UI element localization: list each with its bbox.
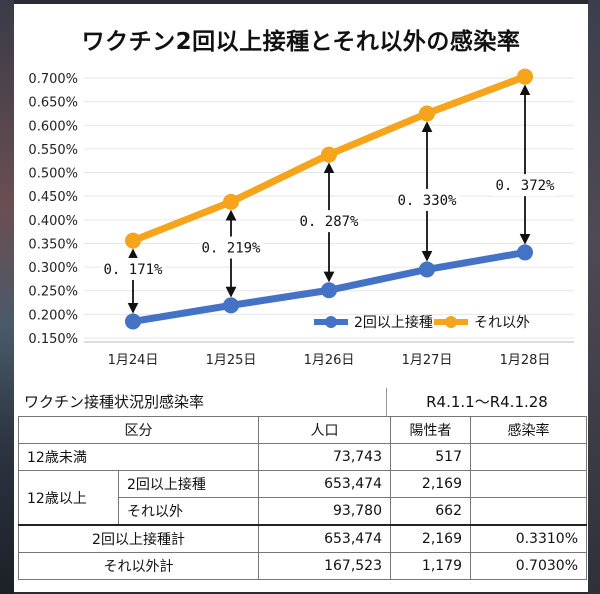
header-rate: 感染率 (470, 416, 587, 444)
row-label: それ以外 (118, 497, 259, 526)
row-label: 2回以上接種計 (18, 524, 259, 553)
x-tick-label: 1月25日 (206, 353, 257, 368)
table-caption: ワクチン接種状況別感染率 (24, 393, 205, 411)
cell-positive: 2,169 (390, 470, 471, 498)
difference-label-bg (101, 257, 165, 280)
x-axis-ticks: 1月24日 1月25日 1月26日 1月27日 1月28日 (108, 353, 551, 368)
y-tick-label: 0.200% (28, 308, 78, 323)
y-tick-label: 0.700% (28, 72, 78, 87)
legend-label: 2回以上接種 (354, 314, 433, 331)
infection-rate-table: 区分 人口 陽性者 感染率 12歳未満 73,743 517 12歳以上 2回以… (18, 416, 587, 580)
y-tick-label: 0.450% (28, 190, 78, 205)
data-point (321, 146, 337, 163)
cell-rate: 0.3310% (470, 524, 587, 553)
data-point (125, 313, 141, 330)
difference-label-bg (199, 236, 263, 259)
y-tick-label: 0.150% (28, 332, 78, 347)
y-tick-label: 0.250% (28, 285, 78, 300)
cell-rate (470, 497, 587, 526)
y-tick-label: 0.350% (28, 237, 78, 252)
background-left-strip (0, 0, 14, 594)
line-chart: 0.150% 0.200% 0.250% 0.300% 0.350% 0.400% 0.45… (28, 68, 574, 368)
row-label: 2回以上接種 (118, 470, 259, 498)
y-axis-ticks: 0.150% 0.200% 0.250% 0.300% 0.350% 0.400% 0.45… (28, 72, 78, 347)
difference-label: 0. 287% (299, 214, 359, 230)
y-tick-label: 0.650% (28, 96, 78, 111)
cell-positive: 1,179 (390, 552, 471, 580)
table-row: 12歳未満 73,743 517 (18, 443, 587, 471)
table-row: 12歳以上 2回以上接種 653,474 2,169 (18, 470, 587, 526)
y-tick-label: 0.300% (28, 261, 78, 276)
difference-label: 0. 372% (495, 178, 555, 194)
cell-population: 73,743 (258, 443, 391, 471)
header-positive: 陽性者 (390, 416, 471, 444)
x-tick-label: 1月27日 (402, 353, 453, 368)
legend-marker (445, 316, 457, 328)
header-category: 区分 (18, 416, 259, 444)
cell-positive: 517 (390, 443, 471, 471)
x-tick-label: 1月24日 (108, 353, 159, 368)
cell-population: 653,474 (258, 470, 391, 498)
difference-label-bg (395, 188, 459, 211)
chart-title: ワクチン2回以上接種とそれ以外の感染率 (81, 29, 521, 55)
difference-label: 0. 219% (201, 241, 261, 257)
slide-panel: ワクチン2回以上接種とそれ以外の感染率 0.150% 0.200% 0.250% 0.… (14, 4, 588, 592)
x-tick-label: 1月26日 (304, 353, 355, 368)
cell-population: 93,780 (258, 497, 391, 526)
y-tick-label: 0.400% (28, 214, 78, 229)
data-point (419, 105, 435, 122)
cell-rate (470, 443, 587, 471)
legend-label: それ以外 (474, 315, 530, 331)
y-tick-label: 0.500% (28, 167, 78, 182)
legend: 2回以上接種 それ以外 (314, 314, 530, 331)
y-tick-label: 0.600% (28, 119, 78, 134)
data-point (223, 193, 239, 210)
data-point (517, 244, 533, 261)
data-point (321, 282, 337, 299)
header-population: 人口 (258, 416, 391, 444)
y-tick-label: 0.550% (28, 143, 78, 158)
data-point (419, 261, 435, 278)
data-point (223, 297, 239, 314)
data-point (125, 232, 141, 249)
difference-arrows (127, 84, 531, 314)
cell-positive: 2,169 (390, 524, 471, 553)
difference-label: 0. 171% (103, 262, 163, 278)
table-row: それ以外計 167,523 1,179 0.7030% (18, 552, 587, 580)
table-period: R4.1.1～R4.1.28 (386, 388, 587, 416)
cell-population: 653,474 (258, 524, 391, 553)
table-row: それ以外 93,780 662 (19, 497, 587, 526)
difference-label-bg (297, 210, 361, 233)
cell-positive: 662 (390, 497, 471, 526)
row-label: それ以外計 (18, 552, 259, 580)
cell-rate (470, 470, 587, 498)
difference-label: 0. 330% (397, 193, 457, 209)
background-right-strip (588, 0, 600, 594)
cell-rate: 0.7030% (470, 552, 587, 580)
cell-population: 167,523 (258, 552, 391, 580)
row-group-label: 12歳以上 (18, 470, 119, 526)
table-row: 2回以上接種計 653,474 2,169 0.3310% (18, 524, 587, 553)
legend-marker (325, 316, 337, 328)
data-point (517, 68, 533, 85)
difference-label-bg (493, 174, 557, 197)
x-tick-label: 1月28日 (500, 353, 551, 368)
table-header-row: 区分 人口 陽性者 感染率 (18, 416, 587, 444)
difference-labels: 0. 171% 0. 219% 0. 287% 0. 330% 0. 372% (101, 174, 557, 280)
series-points (125, 68, 533, 330)
row-label: 12歳未満 (18, 443, 259, 471)
